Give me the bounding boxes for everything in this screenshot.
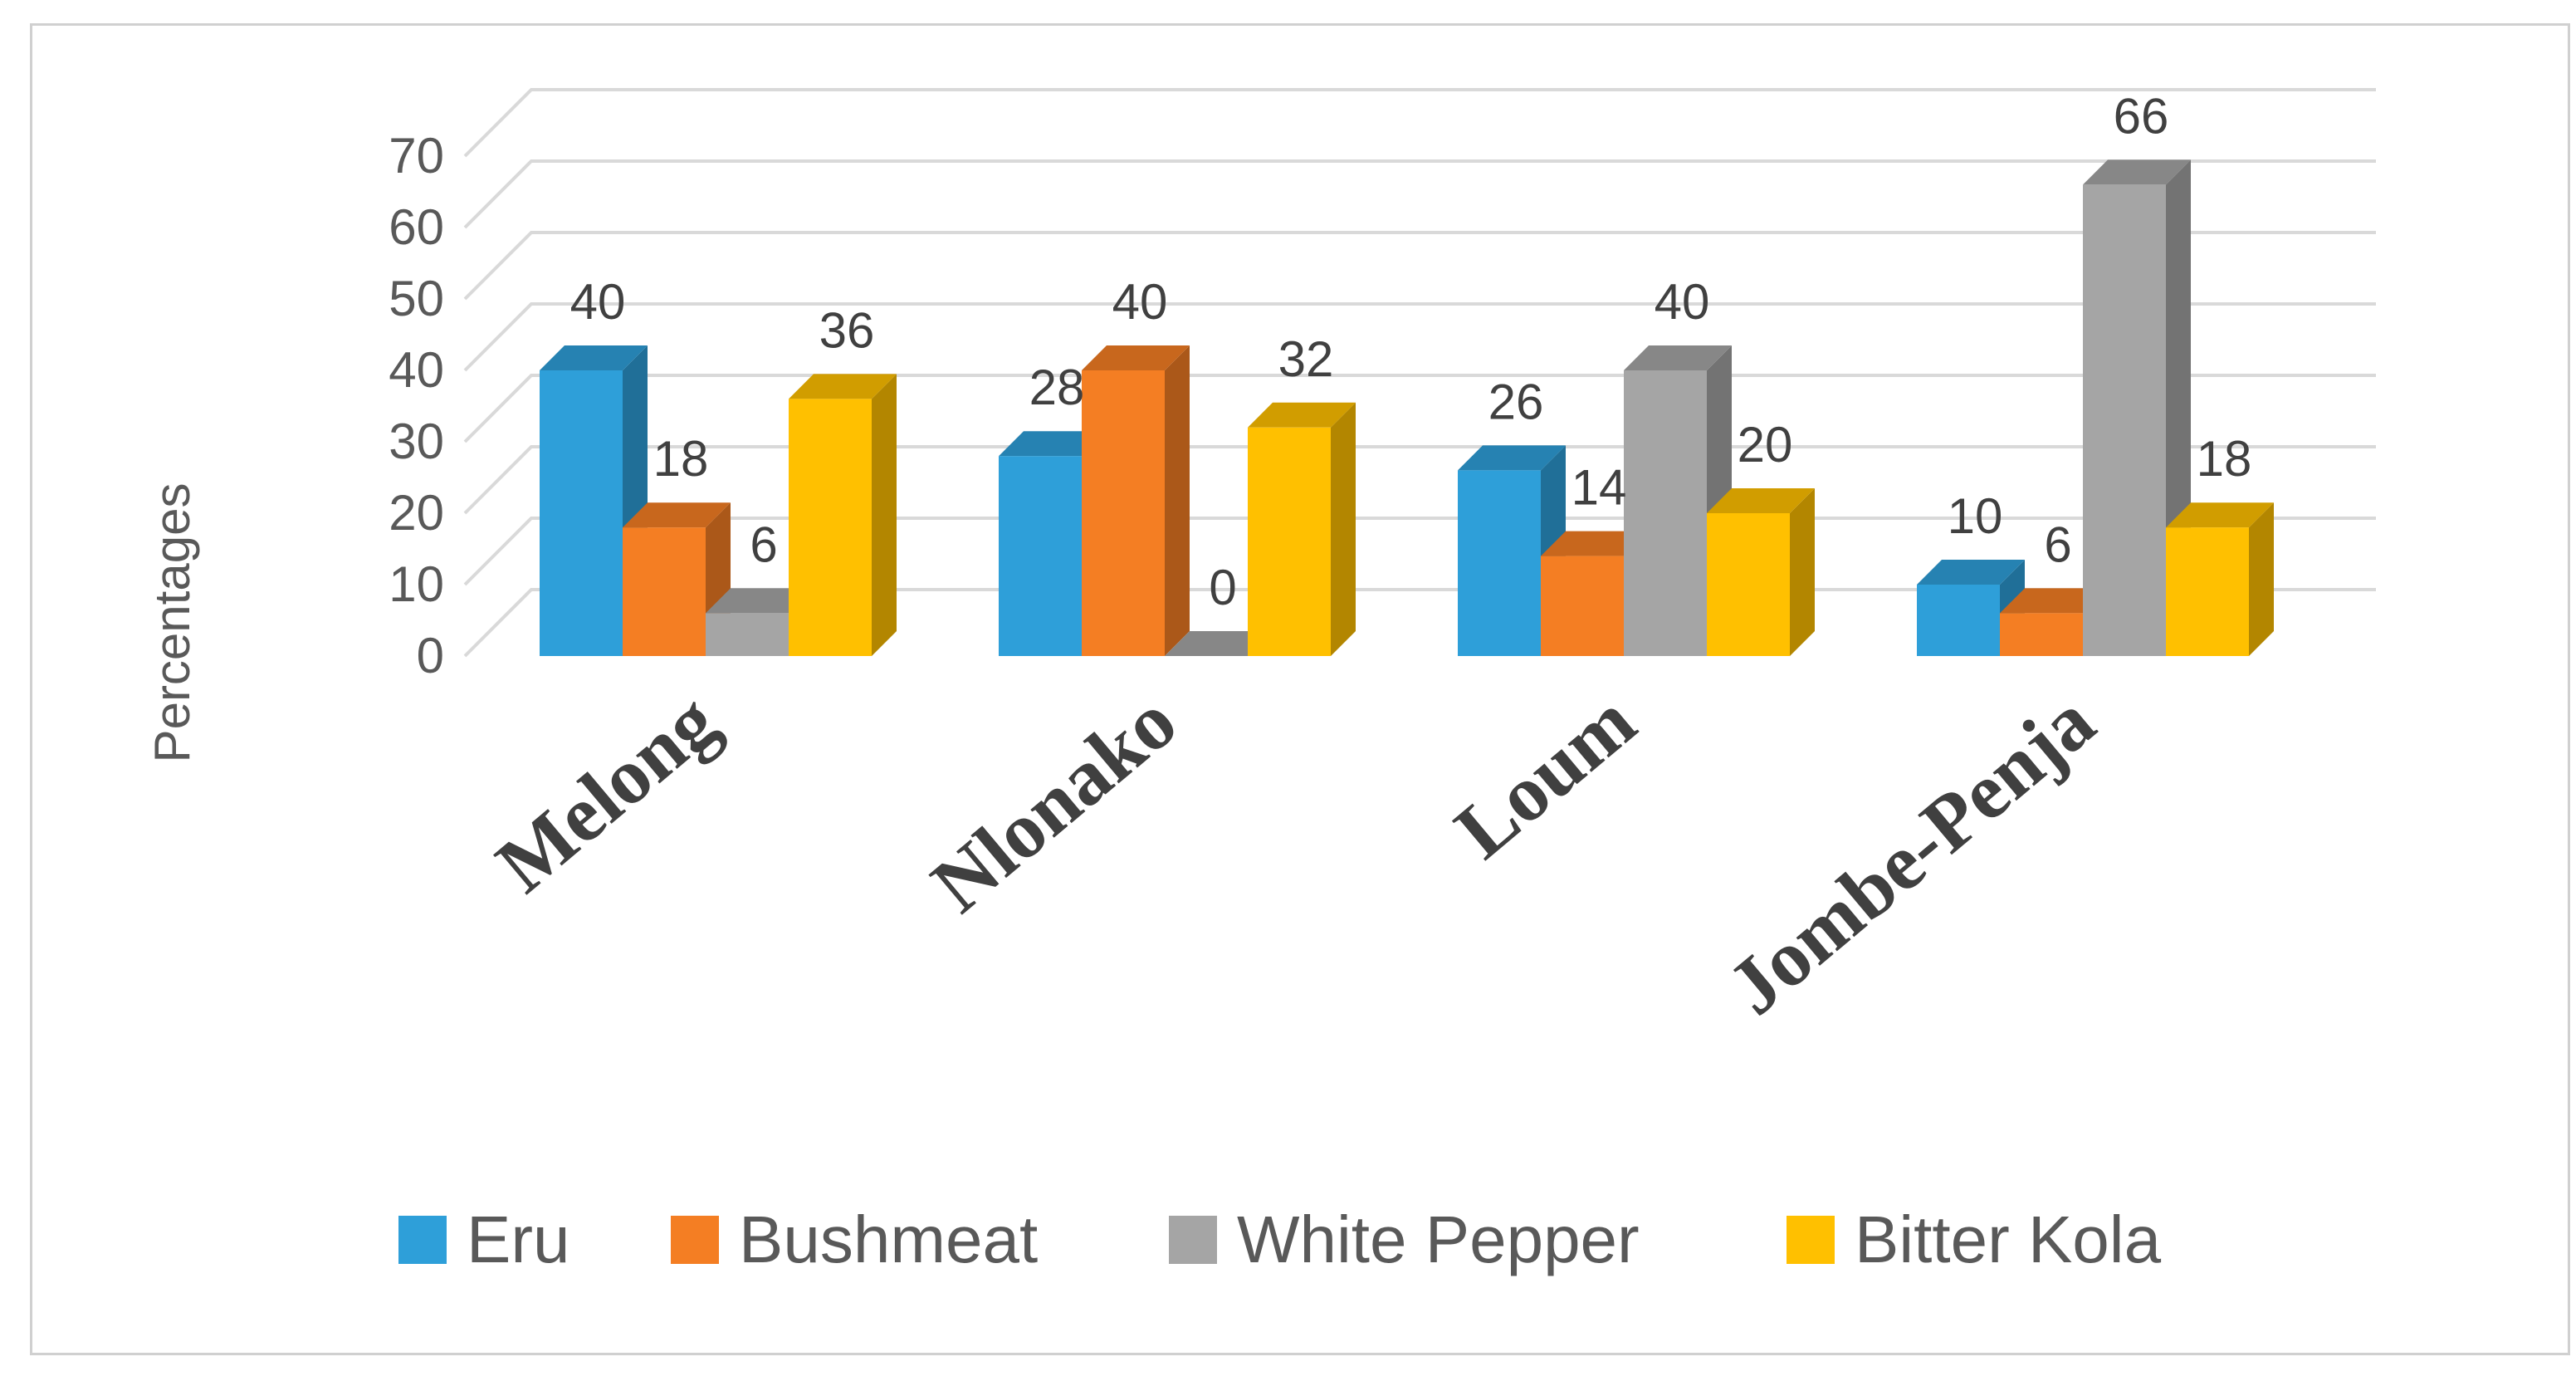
data-label-bushmeat: 6 bbox=[2044, 517, 2071, 572]
data-label-eru: 40 bbox=[570, 274, 626, 330]
bar-top bbox=[1541, 531, 1649, 556]
legend-item-bushmeat: Bushmeat bbox=[671, 1202, 1038, 1276]
bar-front bbox=[789, 399, 872, 656]
bar-front bbox=[1917, 585, 2000, 656]
bar-front bbox=[2083, 184, 2166, 656]
category-label-melong: Melong bbox=[480, 676, 734, 909]
data-label-white-pepper: 66 bbox=[2114, 88, 2169, 144]
data-label-bitter-kola: 32 bbox=[1278, 331, 1334, 387]
bar-top bbox=[706, 588, 814, 614]
bar-front bbox=[1707, 513, 1790, 656]
legend-label: White Pepper bbox=[1237, 1202, 1640, 1276]
y-tick-label: 0 bbox=[417, 628, 444, 683]
y-tick-label: 20 bbox=[389, 485, 444, 541]
data-label-bitter-kola: 18 bbox=[2197, 431, 2252, 487]
bar-side bbox=[1331, 402, 1356, 656]
bar-top bbox=[1917, 560, 2025, 585]
legend-label: Bushmeat bbox=[739, 1202, 1038, 1276]
data-label-bitter-kola: 36 bbox=[819, 302, 875, 358]
legend-item-white-pepper: White Pepper bbox=[1169, 1202, 1640, 1276]
data-label-eru: 28 bbox=[1029, 360, 1085, 415]
data-label-white-pepper: 0 bbox=[1209, 560, 1236, 615]
bar-front bbox=[999, 456, 1082, 656]
legend-swatch bbox=[671, 1216, 719, 1264]
gridline-60 bbox=[463, 159, 2376, 229]
bar-front bbox=[1624, 370, 1707, 656]
bar-bitter-kola-loum bbox=[1707, 488, 1815, 656]
data-label-bushmeat: 40 bbox=[1112, 274, 1168, 330]
legend-swatch bbox=[1169, 1216, 1217, 1264]
legend-label: Eru bbox=[467, 1202, 570, 1276]
bar-front bbox=[1248, 427, 1331, 656]
data-label-white-pepper: 40 bbox=[1655, 274, 1710, 330]
y-axis-title: Percentages bbox=[144, 483, 200, 763]
data-label-bushmeat: 14 bbox=[1572, 460, 1627, 516]
bar-top bbox=[2000, 588, 2108, 614]
bar-top bbox=[789, 374, 897, 399]
bar-top bbox=[1165, 631, 1273, 656]
bar-side bbox=[1790, 488, 1815, 656]
bar-bitter-kola-jombe-penja bbox=[2166, 502, 2274, 656]
bar-bushmeat-nlonako bbox=[1082, 345, 1190, 656]
data-label-bitter-kola: 20 bbox=[1738, 417, 1793, 473]
bar-top bbox=[1082, 345, 1190, 370]
bar-bitter-kola-nlonako bbox=[1248, 402, 1356, 656]
legend-swatch bbox=[398, 1216, 447, 1264]
category-label-loum: Loum bbox=[1439, 676, 1652, 875]
bar-side bbox=[872, 374, 897, 656]
category-label-nlonako: Nlonako bbox=[915, 676, 1192, 929]
bar-top bbox=[1248, 402, 1356, 428]
bar-front bbox=[706, 613, 789, 656]
legend: Eru Bushmeat White Pepper Bitter Kola bbox=[398, 1202, 2162, 1276]
bar-side bbox=[2249, 502, 2274, 656]
data-label-eru: 26 bbox=[1488, 374, 1544, 429]
data-label-eru: 10 bbox=[1948, 488, 2003, 544]
bar-top bbox=[540, 345, 648, 370]
bar-front bbox=[2000, 613, 2083, 656]
bar-front bbox=[1458, 470, 1541, 656]
y-tick-label: 30 bbox=[389, 414, 444, 469]
gridline-30 bbox=[463, 374, 2376, 443]
gridline-50 bbox=[463, 231, 2376, 301]
legend-label: Bitter Kola bbox=[1855, 1202, 2162, 1276]
bar-white-pepper-nlonako bbox=[1165, 631, 1273, 656]
bars bbox=[540, 159, 2274, 656]
bar-top bbox=[1624, 345, 1732, 370]
y-tick-label: 50 bbox=[389, 271, 444, 326]
bar-side bbox=[1165, 345, 1190, 656]
gridline-40 bbox=[463, 302, 2376, 372]
data-label-white-pepper: 6 bbox=[750, 517, 777, 572]
y-tick-label: 60 bbox=[389, 199, 444, 255]
y-tick-label: 70 bbox=[389, 128, 444, 184]
bar-top bbox=[623, 502, 731, 528]
bar-top bbox=[1458, 445, 1566, 471]
bar-front bbox=[1082, 370, 1165, 656]
bar-top bbox=[999, 431, 1107, 457]
y-tick-label: 40 bbox=[389, 342, 444, 398]
bar-bitter-kola-melong bbox=[789, 374, 897, 656]
gridline-20 bbox=[463, 445, 2376, 515]
bar-front bbox=[540, 370, 623, 656]
gridline-70 bbox=[463, 88, 2376, 158]
x-axis-categories: Melong Nlonako Loum Jombe-Penja bbox=[480, 676, 2111, 1031]
bar-top bbox=[2083, 159, 2191, 185]
legend-item-eru: Eru bbox=[398, 1202, 570, 1276]
bar-top bbox=[2166, 502, 2274, 528]
bar-front bbox=[2166, 527, 2249, 656]
bar-white-pepper-melong bbox=[706, 588, 814, 656]
data-label-bushmeat: 18 bbox=[653, 431, 709, 487]
bar-front bbox=[1541, 556, 1624, 656]
category-label-jombe-penja: Jombe-Penja bbox=[1711, 676, 2110, 1031]
legend-item-bitter-kola: Bitter Kola bbox=[1787, 1202, 2162, 1276]
y-axis-ticks: 0 10 20 30 40 50 60 70 bbox=[389, 128, 444, 683]
bar-top bbox=[1707, 488, 1815, 513]
legend-swatch bbox=[1787, 1216, 1835, 1264]
bar-front bbox=[623, 527, 706, 656]
y-tick-label: 10 bbox=[389, 556, 444, 612]
